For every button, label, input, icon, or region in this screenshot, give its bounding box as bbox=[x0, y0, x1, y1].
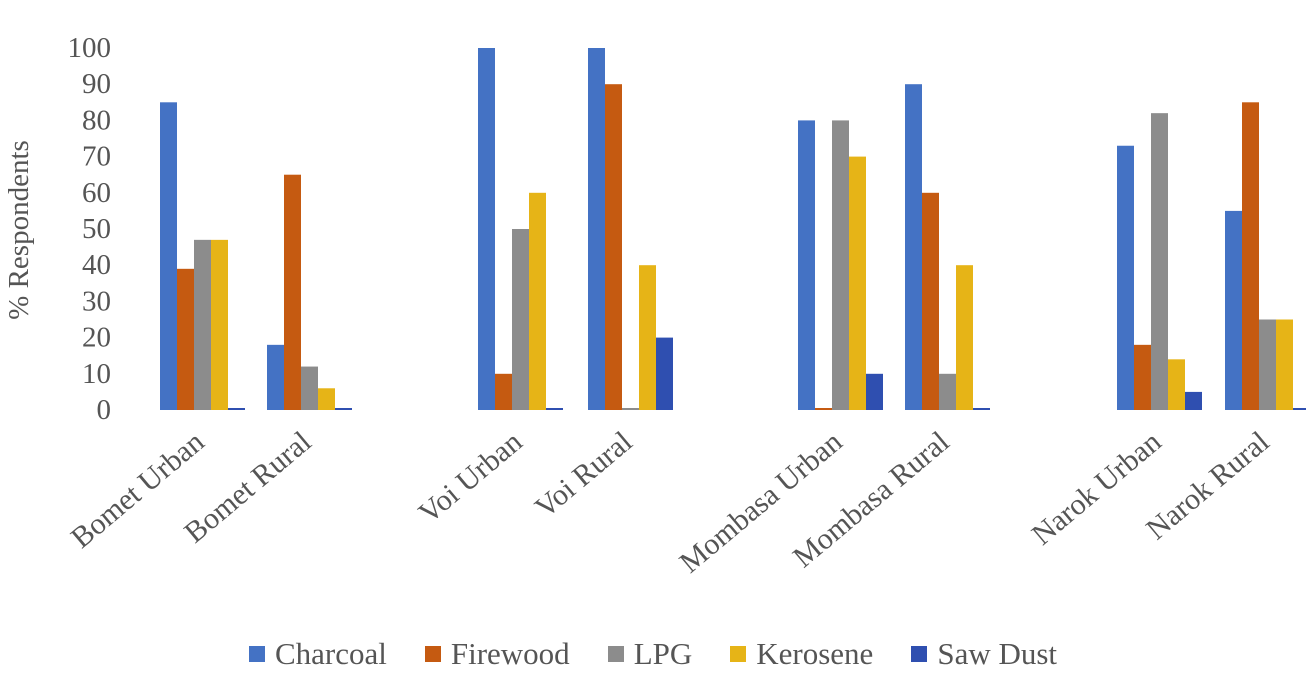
y-tick-label: 90 bbox=[82, 68, 111, 100]
bar-saw-dust bbox=[866, 373, 883, 410]
bar-firewood bbox=[1242, 102, 1259, 411]
y-tick-label: 60 bbox=[82, 177, 111, 209]
legend-item: Saw Dust bbox=[911, 636, 1057, 672]
bar-lpg bbox=[194, 239, 211, 410]
y-tick-label: 10 bbox=[82, 358, 111, 390]
bar-saw-dust bbox=[656, 337, 673, 410]
bar-saw-dust bbox=[228, 408, 245, 410]
y-tick-label: 0 bbox=[97, 394, 112, 426]
y-tick-label: 70 bbox=[82, 141, 111, 173]
legend-label: Charcoal bbox=[274, 636, 387, 671]
legend-swatch bbox=[424, 646, 441, 662]
bar-lpg bbox=[939, 373, 956, 410]
legend-item: Charcoal bbox=[248, 636, 387, 672]
x-category-label: Voi Rural bbox=[529, 425, 639, 524]
y-tick-label: 20 bbox=[82, 322, 111, 354]
bar-firewood bbox=[1134, 344, 1151, 410]
legend-item: Firewood bbox=[424, 636, 570, 672]
y-tick-label: 40 bbox=[82, 249, 111, 281]
bar-kerosene bbox=[1276, 319, 1293, 410]
legend-swatch bbox=[911, 646, 928, 662]
legend-item: Kerosene bbox=[730, 636, 873, 672]
bar-lpg bbox=[1151, 113, 1168, 410]
bar-kerosene bbox=[318, 388, 335, 410]
y-axis-label: % Respondents bbox=[3, 140, 35, 320]
legend-label: Saw Dust bbox=[937, 636, 1058, 671]
bar-lpg bbox=[512, 229, 529, 410]
bar-saw-dust bbox=[546, 408, 563, 410]
bar-charcoal bbox=[160, 102, 177, 411]
bar-charcoal bbox=[1225, 210, 1242, 410]
bar-kerosene bbox=[529, 192, 546, 410]
bar-lpg bbox=[832, 120, 849, 411]
bar-saw-dust bbox=[973, 408, 990, 410]
legend: Charcoal Firewood LPG Kerosene Saw Dust bbox=[0, 636, 1306, 672]
x-category-label: Voi Urban bbox=[413, 425, 529, 530]
bar-firewood bbox=[284, 174, 301, 410]
bar-kerosene bbox=[639, 265, 656, 410]
bar-kerosene bbox=[849, 156, 866, 410]
bar-kerosene bbox=[956, 265, 973, 410]
bar-firewood bbox=[495, 373, 512, 410]
y-tick-label: 100 bbox=[68, 32, 112, 64]
bar-kerosene bbox=[211, 239, 228, 410]
y-tick-label: 30 bbox=[82, 285, 111, 317]
bar-charcoal bbox=[588, 48, 605, 410]
x-category-label: Narok Urban bbox=[1026, 425, 1168, 551]
bar-charcoal bbox=[798, 120, 815, 411]
bar-lpg bbox=[301, 366, 318, 410]
y-tick-label: 80 bbox=[82, 104, 111, 136]
bar-firewood bbox=[177, 268, 194, 410]
bar-saw-dust bbox=[1293, 408, 1306, 410]
bar-firewood bbox=[605, 84, 622, 410]
y-tick-label: 50 bbox=[82, 213, 111, 245]
bar-kerosene bbox=[1168, 359, 1185, 410]
bar-charcoal bbox=[478, 48, 495, 410]
legend-swatch bbox=[730, 646, 747, 662]
bar-firewood bbox=[922, 192, 939, 410]
legend-swatch bbox=[248, 646, 265, 662]
legend-label: LPG bbox=[633, 636, 693, 671]
bar-charcoal bbox=[1117, 145, 1134, 411]
bar-charcoal bbox=[905, 84, 922, 410]
bar-saw-dust bbox=[1185, 391, 1202, 410]
legend-swatch bbox=[607, 646, 624, 662]
legend-label: Firewood bbox=[450, 636, 570, 671]
bar-lpg bbox=[622, 408, 639, 410]
bar-charcoal bbox=[267, 344, 284, 410]
legend-item: LPG bbox=[607, 636, 693, 672]
bar-saw-dust bbox=[335, 408, 352, 410]
bar-firewood bbox=[815, 408, 832, 410]
bar-lpg bbox=[1259, 319, 1276, 410]
legend-label: Kerosene bbox=[756, 636, 874, 671]
